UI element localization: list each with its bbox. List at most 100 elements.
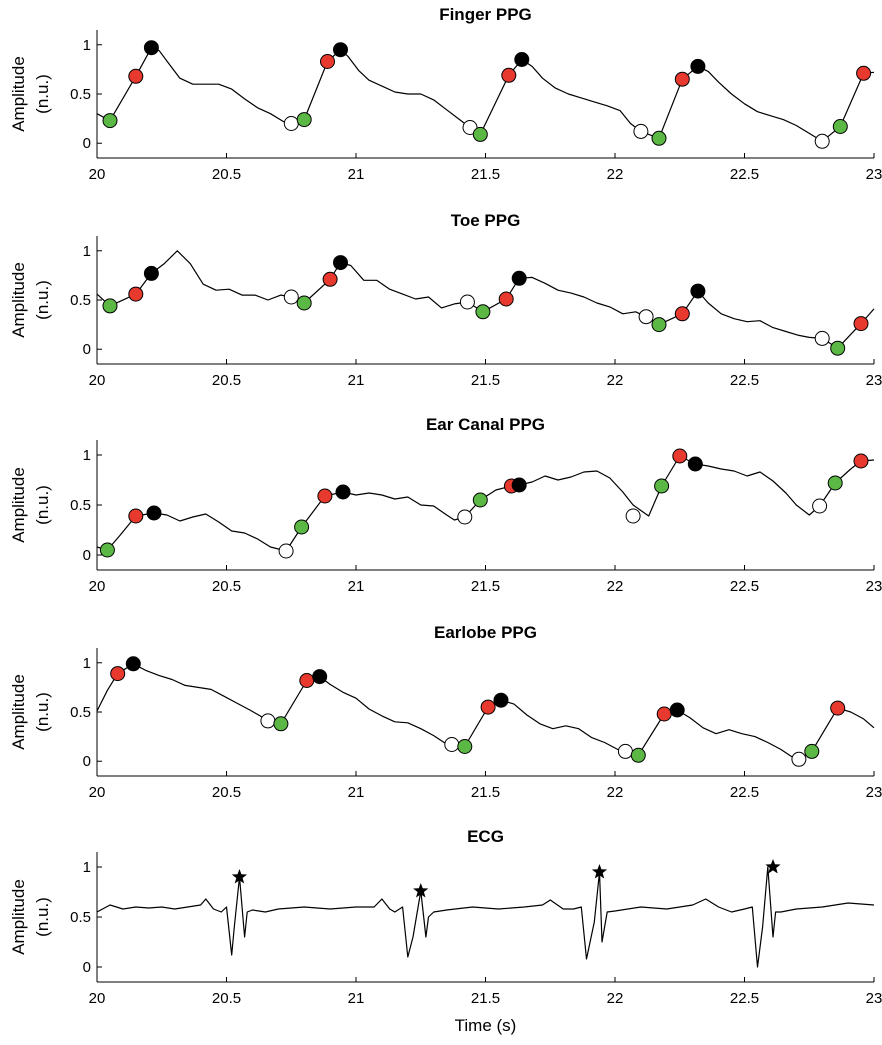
marker-white [633,123,649,139]
y-tick-label: 0 [83,753,91,770]
x-tick-label: 22.5 [730,578,759,595]
marker-green [273,716,289,732]
x-tick-label: 20.5 [212,166,241,183]
marker-white [617,743,633,759]
y-tick-label: 1 [83,655,91,672]
marker-white [278,543,294,559]
marker-black [125,656,141,672]
signal-line [96,663,875,760]
panel-title: Earlobe PPG [434,623,537,642]
marker-green [102,113,118,129]
marker-white [260,713,276,729]
r-peak-star [765,859,781,874]
marker-red [299,673,315,688]
panel-ecg: ECG Amplitude (n.u.) 20 20.5 21 21.5 22 22.5 23 0 0… [9,827,882,1035]
marker-green [804,743,820,759]
x-tick-label: 21.5 [471,578,500,595]
marker-white [457,509,473,525]
marker-green [832,119,848,134]
marker-black [333,255,348,271]
marker-black [335,484,351,500]
marker-red [320,54,335,69]
marker-black [143,40,159,56]
marker-black [146,505,162,521]
y-axis-label: Amplitude (n.u.) [9,56,52,132]
marker-white [283,289,299,305]
x-axis-label: Time (s) [455,1016,517,1035]
x-tick-label: 23 [866,784,882,801]
marker-red [856,65,872,81]
marker-red [674,71,690,87]
x-tick-label: 20 [89,372,106,389]
marker-white [791,751,807,767]
marker-green [296,112,312,128]
marker-red [501,67,517,83]
signal-line [96,250,875,349]
y-tick-label: 0.5 [70,86,91,103]
marker-green [830,340,846,356]
x-tick-label: 23 [866,990,882,1007]
y-tick-label: 0.5 [70,292,91,309]
x-tick-label: 20 [89,166,106,183]
x-tick-label: 22 [607,990,624,1007]
marker-black [511,270,527,286]
y-axis-label-line: Amplitude [9,674,28,750]
panel-finger-ppg: Finger PPG Amplitude (n.u.) 20 20.5 21 21.5 22 2… [9,5,882,183]
marker-white [462,120,478,135]
x-tick-label: 21 [348,990,365,1007]
panel-title: Toe PPG [451,211,521,230]
marker-white [459,294,475,310]
x-tick-label: 22.5 [730,990,759,1007]
x-tick-label: 22.5 [730,166,759,183]
marker-green [102,298,118,314]
y-axis-label-line: (n.u.) [33,485,52,525]
x-tick-label: 20.5 [212,990,241,1007]
r-peak-star [413,883,429,898]
marker-white [444,737,460,752]
marker-green [651,130,667,146]
y-axis-label-line: Amplitude [9,56,28,132]
marker-black [690,283,706,299]
marker-green [457,739,473,754]
marker-red [128,68,144,84]
marker-white [283,116,299,131]
signal-line [96,455,875,552]
marker-red [830,700,846,716]
y-axis-label-line: (n.u.) [33,280,52,320]
marker-green [472,492,488,508]
marker-red [674,306,690,322]
x-tick-label: 23 [866,578,882,595]
marker-black [312,669,328,685]
x-tick-label: 23 [866,166,882,183]
marker-black [687,456,703,472]
marker-white [638,309,654,325]
y-axis-label-line: (n.u.) [33,692,52,732]
y-axis-label-line: Amplitude [9,467,28,543]
x-tick-label: 20 [89,784,106,801]
x-tick-label: 20.5 [212,578,241,595]
x-tick-label: 20.5 [212,784,241,801]
marker-black [143,265,159,281]
y-axis-label: Amplitude (n.u.) [9,262,52,338]
y-tick-label: 0 [83,341,91,358]
x-tick-label: 21 [348,166,365,183]
marker-black [514,52,530,67]
x-tick-label: 20 [89,990,106,1007]
panel-toe-ppg: Toe PPG Amplitude (n.u.) 20 20.5 21 21.5 22 22.5… [9,211,882,389]
y-axis-label-line: Amplitude [9,879,28,955]
r-peak-star [591,864,608,879]
y-tick-label: 0.5 [70,704,91,721]
marker-white [814,330,830,346]
marker-white [625,508,641,524]
x-tick-label: 20.5 [212,372,241,389]
signal-line [96,866,875,968]
panel-title: Finger PPG [439,5,532,24]
y-axis-label: Amplitude (n.u.) [9,467,52,543]
marker-red [128,508,144,524]
marker-green [472,126,488,142]
y-axis-label-line: (n.u.) [33,897,52,937]
marker-red [498,291,514,307]
x-tick-label: 20 [89,578,106,595]
marker-black [690,58,706,74]
